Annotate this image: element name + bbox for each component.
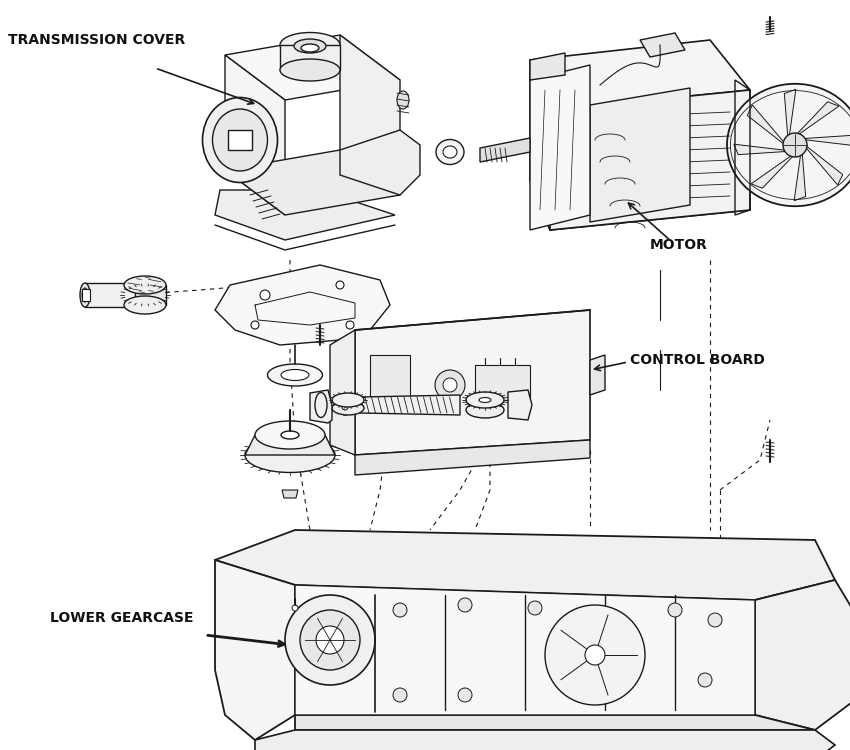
- Polygon shape: [734, 144, 788, 154]
- Ellipse shape: [281, 431, 299, 439]
- Circle shape: [251, 321, 259, 329]
- Circle shape: [316, 626, 344, 654]
- Text: CONTROL BOARD: CONTROL BOARD: [630, 353, 765, 367]
- Ellipse shape: [315, 392, 327, 418]
- Polygon shape: [640, 33, 685, 57]
- Ellipse shape: [332, 393, 364, 407]
- Polygon shape: [805, 145, 842, 185]
- Circle shape: [393, 603, 407, 617]
- Polygon shape: [360, 395, 460, 415]
- Circle shape: [435, 370, 465, 400]
- Polygon shape: [590, 355, 605, 395]
- Ellipse shape: [443, 146, 457, 158]
- Polygon shape: [225, 35, 400, 100]
- Polygon shape: [480, 138, 530, 162]
- Polygon shape: [785, 89, 796, 139]
- Circle shape: [545, 605, 645, 705]
- Ellipse shape: [397, 91, 409, 109]
- Circle shape: [393, 688, 407, 702]
- Ellipse shape: [342, 400, 348, 410]
- Ellipse shape: [466, 392, 504, 408]
- Polygon shape: [530, 40, 750, 110]
- Polygon shape: [508, 390, 532, 420]
- Polygon shape: [124, 285, 166, 305]
- Circle shape: [346, 321, 354, 329]
- Circle shape: [668, 603, 682, 617]
- Polygon shape: [795, 102, 839, 136]
- Polygon shape: [225, 55, 285, 215]
- Polygon shape: [245, 435, 335, 455]
- Ellipse shape: [727, 84, 850, 206]
- Polygon shape: [228, 130, 252, 150]
- Text: MOTOR: MOTOR: [650, 238, 708, 252]
- Polygon shape: [530, 160, 750, 230]
- Polygon shape: [755, 580, 850, 730]
- Polygon shape: [802, 135, 850, 146]
- Circle shape: [698, 673, 712, 687]
- Polygon shape: [295, 585, 755, 715]
- Ellipse shape: [124, 276, 166, 294]
- Polygon shape: [82, 289, 90, 301]
- Ellipse shape: [338, 395, 352, 415]
- Polygon shape: [282, 490, 298, 498]
- Circle shape: [585, 645, 605, 665]
- Polygon shape: [530, 60, 550, 230]
- Ellipse shape: [124, 296, 166, 314]
- Ellipse shape: [436, 140, 464, 164]
- Circle shape: [285, 595, 375, 685]
- Polygon shape: [215, 265, 390, 345]
- Text: TRANSMISSION COVER: TRANSMISSION COVER: [8, 33, 185, 47]
- Polygon shape: [751, 154, 795, 188]
- Polygon shape: [295, 715, 815, 730]
- Ellipse shape: [212, 109, 268, 171]
- Ellipse shape: [268, 364, 322, 386]
- Polygon shape: [255, 730, 835, 750]
- Ellipse shape: [479, 398, 491, 403]
- Circle shape: [336, 281, 344, 289]
- Ellipse shape: [255, 421, 325, 449]
- Circle shape: [458, 688, 472, 702]
- Circle shape: [292, 605, 298, 611]
- Polygon shape: [330, 330, 355, 455]
- Ellipse shape: [82, 288, 88, 302]
- Text: LOWER GEARCASE: LOWER GEARCASE: [50, 611, 194, 625]
- Polygon shape: [225, 150, 400, 215]
- Polygon shape: [747, 105, 785, 145]
- Polygon shape: [590, 88, 690, 222]
- Polygon shape: [215, 560, 295, 740]
- Circle shape: [528, 601, 542, 615]
- Polygon shape: [215, 190, 395, 240]
- Ellipse shape: [280, 32, 340, 58]
- Ellipse shape: [281, 370, 309, 380]
- Polygon shape: [355, 440, 590, 475]
- Polygon shape: [215, 530, 835, 600]
- Circle shape: [783, 133, 807, 157]
- Ellipse shape: [202, 98, 277, 182]
- Polygon shape: [530, 65, 590, 230]
- Polygon shape: [794, 152, 806, 201]
- Polygon shape: [85, 283, 135, 307]
- Polygon shape: [340, 35, 400, 195]
- Polygon shape: [550, 90, 750, 230]
- Ellipse shape: [301, 44, 319, 52]
- Ellipse shape: [80, 283, 90, 307]
- Ellipse shape: [294, 39, 326, 53]
- Circle shape: [708, 613, 722, 627]
- Polygon shape: [355, 310, 590, 455]
- Ellipse shape: [280, 59, 340, 81]
- Bar: [475, 365, 530, 400]
- Ellipse shape: [332, 401, 364, 415]
- Polygon shape: [530, 53, 565, 80]
- Polygon shape: [340, 130, 420, 195]
- Polygon shape: [280, 45, 340, 70]
- Circle shape: [300, 610, 360, 670]
- Circle shape: [458, 598, 472, 612]
- Ellipse shape: [245, 437, 335, 472]
- Polygon shape: [310, 390, 332, 423]
- Bar: [370, 355, 410, 400]
- Circle shape: [443, 378, 457, 392]
- Ellipse shape: [466, 402, 504, 418]
- Circle shape: [260, 290, 270, 300]
